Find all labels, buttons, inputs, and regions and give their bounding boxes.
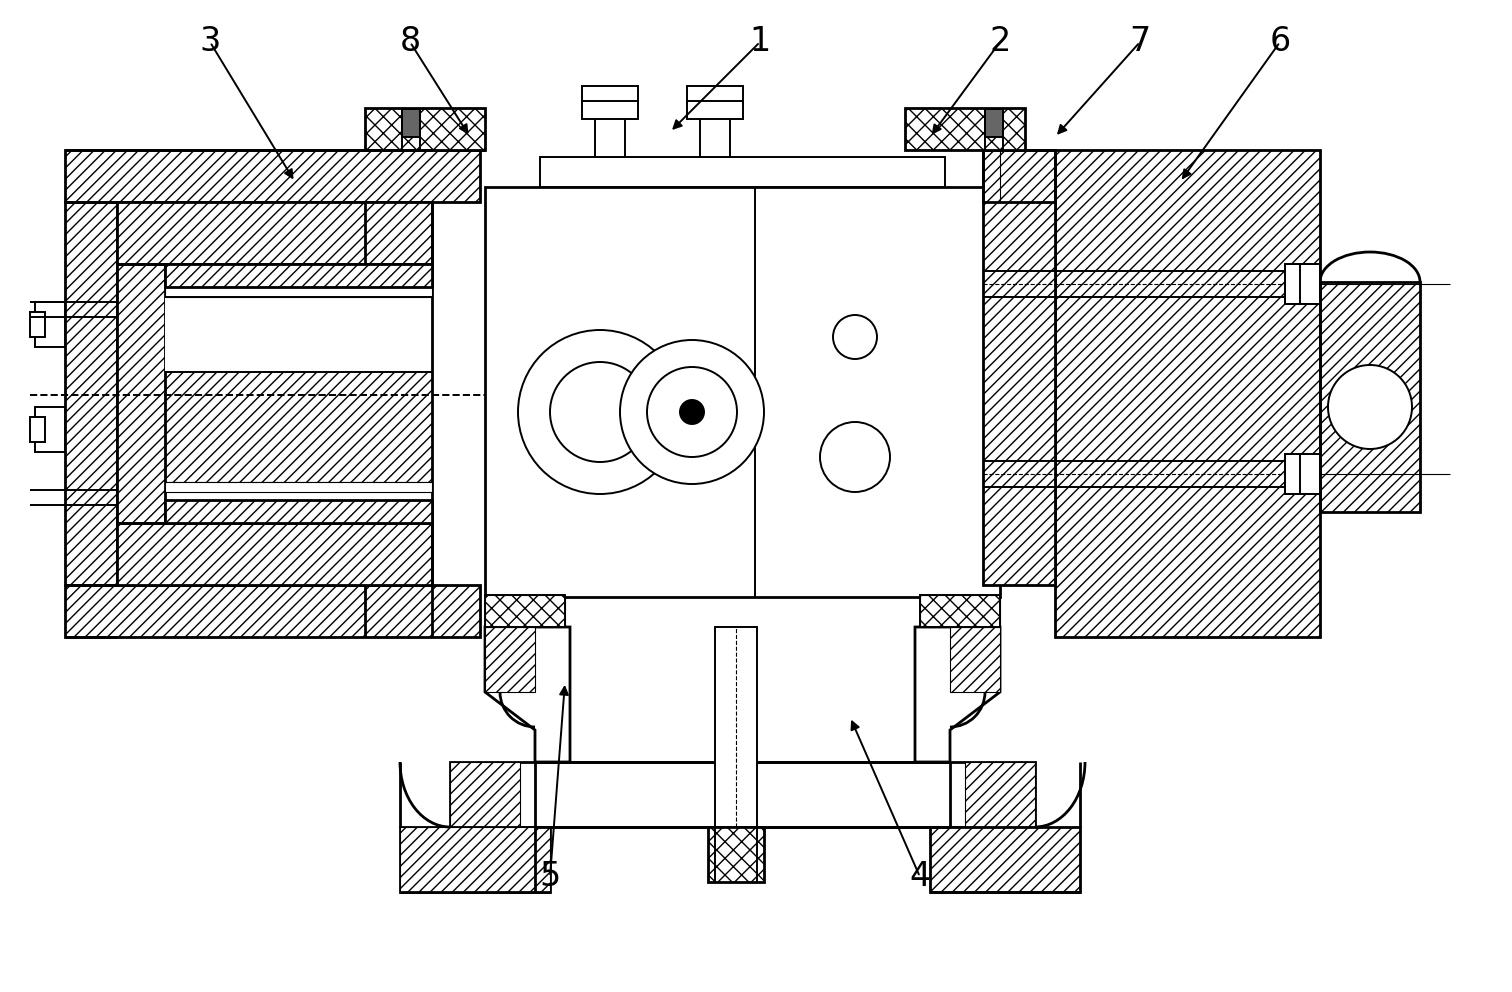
Bar <box>65 585 479 637</box>
Bar <box>983 150 1055 585</box>
Circle shape <box>833 315 877 359</box>
Bar <box>582 101 638 119</box>
Bar <box>983 150 1055 202</box>
Bar <box>165 297 432 482</box>
Bar <box>401 827 550 892</box>
Bar <box>1285 264 1320 304</box>
Bar <box>401 827 550 892</box>
Bar <box>451 762 520 827</box>
Bar <box>708 827 764 882</box>
Text: 1: 1 <box>750 26 771 59</box>
Text: 8: 8 <box>399 26 420 59</box>
Bar <box>906 108 1025 150</box>
Bar <box>116 264 165 523</box>
Bar <box>983 150 1055 202</box>
Bar <box>116 264 165 523</box>
Bar <box>582 86 638 104</box>
Bar <box>906 108 1025 150</box>
Circle shape <box>519 330 682 494</box>
Bar <box>686 86 742 104</box>
Text: 3: 3 <box>200 26 221 59</box>
Circle shape <box>550 362 650 462</box>
Bar <box>165 264 432 287</box>
Bar <box>364 108 485 150</box>
Bar <box>700 102 730 157</box>
Bar <box>364 108 485 150</box>
Circle shape <box>620 340 764 484</box>
Text: 5: 5 <box>540 860 561 894</box>
Bar <box>65 585 479 637</box>
Bar <box>984 109 1002 137</box>
Text: 4: 4 <box>909 860 930 894</box>
Bar <box>540 157 945 187</box>
Bar <box>165 264 432 287</box>
Bar <box>116 202 432 264</box>
Bar <box>116 523 432 585</box>
Bar <box>930 827 1080 892</box>
Bar <box>402 109 420 137</box>
Circle shape <box>680 400 705 424</box>
Bar <box>708 827 764 882</box>
Bar <box>983 150 1055 585</box>
Circle shape <box>820 422 891 492</box>
Bar <box>1320 282 1420 512</box>
Bar <box>65 202 116 585</box>
Bar <box>999 150 1055 202</box>
Circle shape <box>1328 365 1412 449</box>
Bar <box>35 407 65 452</box>
Bar <box>965 762 1036 827</box>
Bar <box>950 627 999 692</box>
Bar <box>919 595 999 627</box>
Bar <box>1285 454 1320 494</box>
Polygon shape <box>485 627 570 762</box>
Bar <box>35 302 65 347</box>
Bar <box>165 287 432 297</box>
Bar <box>165 500 432 523</box>
Bar <box>686 101 742 119</box>
Bar <box>116 202 432 264</box>
Bar <box>485 595 565 627</box>
Bar <box>715 627 758 827</box>
Bar <box>485 187 999 597</box>
Bar <box>485 627 535 692</box>
Bar <box>65 202 116 585</box>
Bar <box>451 762 1036 827</box>
Bar <box>116 523 432 585</box>
Bar <box>30 312 45 337</box>
Bar <box>1055 150 1320 637</box>
Bar <box>919 595 999 627</box>
Bar <box>930 827 1080 892</box>
Bar <box>30 417 45 442</box>
Bar <box>485 595 565 627</box>
Bar <box>1285 264 1320 304</box>
Text: 2: 2 <box>989 26 1010 59</box>
Bar <box>1320 282 1420 512</box>
Bar <box>165 297 432 372</box>
Bar <box>65 150 479 202</box>
Bar <box>165 482 432 492</box>
Bar <box>596 102 624 157</box>
Text: 7: 7 <box>1129 26 1151 59</box>
Bar <box>65 150 479 202</box>
Circle shape <box>647 367 736 457</box>
Polygon shape <box>915 627 999 762</box>
Bar <box>1055 150 1320 637</box>
Bar <box>1285 454 1320 494</box>
Text: 6: 6 <box>1270 26 1291 59</box>
Bar <box>165 500 432 523</box>
